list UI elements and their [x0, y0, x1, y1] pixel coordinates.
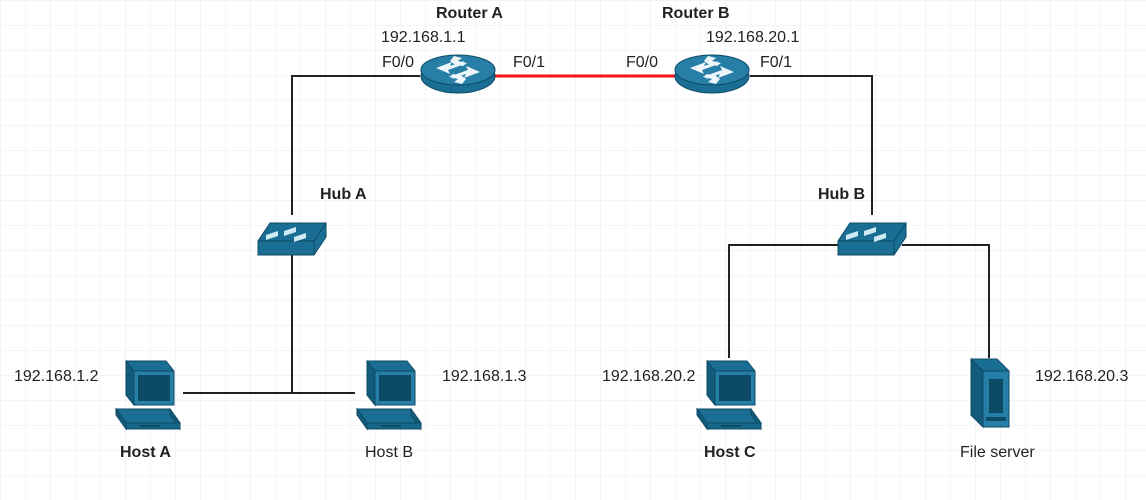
host-a-label: Host A — [120, 444, 171, 462]
hub-b-icon — [838, 223, 906, 255]
host-c-ip: 192.168.20.2 — [602, 368, 695, 386]
host-a-icon — [116, 361, 180, 429]
file-server-icon — [971, 359, 1009, 427]
router-b-label: Router B — [662, 5, 730, 23]
hub-a-label: Hub A — [320, 186, 367, 204]
router-b-port-right: F0/1 — [760, 54, 792, 72]
router-b-port-left: F0/0 — [626, 54, 658, 72]
host-b-ip: 192.168.1.3 — [442, 368, 527, 386]
router-a-label: Router A — [436, 5, 503, 23]
link-hubB-hostC — [729, 245, 842, 358]
host-c-icon — [697, 361, 761, 429]
router-a-ip: 192.168.1.1 — [381, 29, 466, 47]
file-server-ip: 192.168.20.3 — [1035, 368, 1128, 386]
router-b-ip: 192.168.20.1 — [706, 29, 799, 47]
link-hubA-hostA — [183, 255, 292, 393]
host-b-label: Host B — [365, 444, 413, 462]
host-a-ip: 192.168.1.2 — [14, 368, 99, 386]
host-b-icon — [357, 361, 421, 429]
link-hubB-fileServer — [902, 245, 989, 358]
router-a-icon — [421, 55, 495, 93]
diagram-canvas — [0, 0, 1146, 500]
router-b-icon — [675, 55, 749, 93]
hub-b-label: Hub B — [818, 186, 865, 204]
hub-a-icon — [258, 223, 326, 255]
host-c-label: Host C — [704, 444, 756, 462]
router-a-port-left: F0/0 — [382, 54, 414, 72]
router-a-port-right: F0/1 — [513, 54, 545, 72]
file-server-label: File server — [960, 444, 1035, 462]
